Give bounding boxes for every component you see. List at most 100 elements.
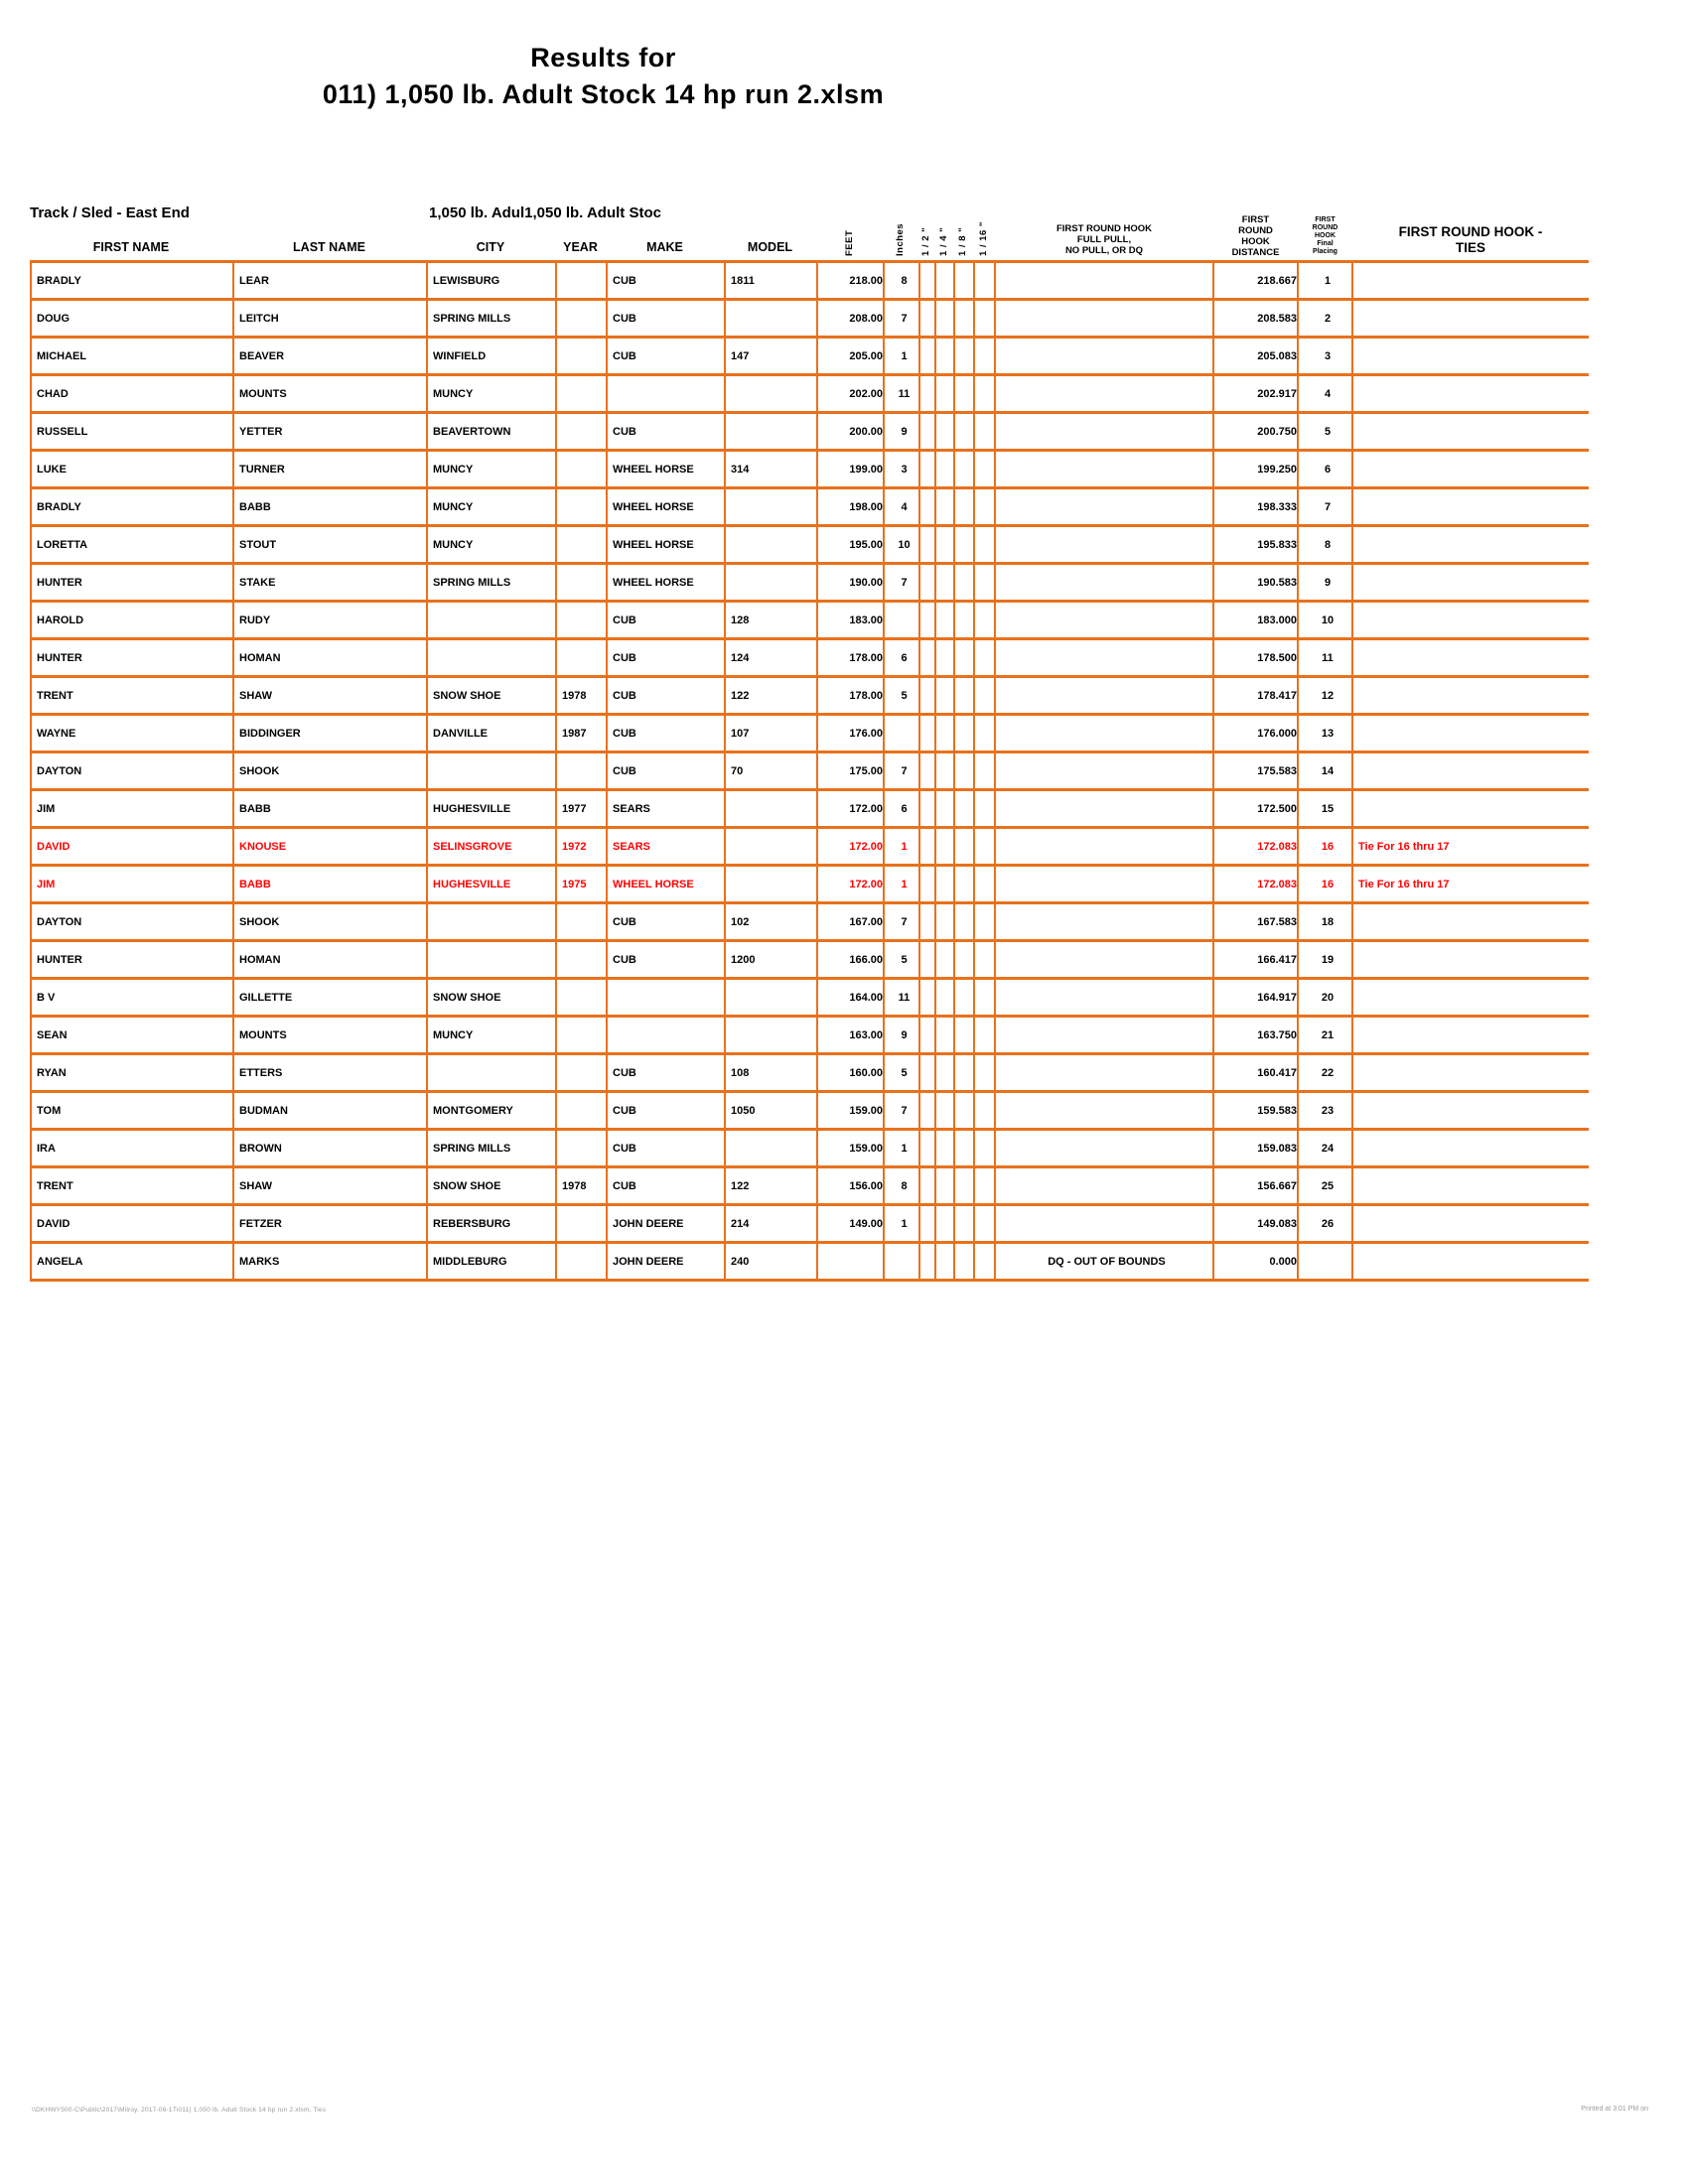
cell-year — [555, 901, 608, 942]
cell-eighth — [953, 864, 975, 904]
cell-sixteenth — [973, 826, 996, 867]
cell-inches — [883, 1241, 920, 1282]
cell-quarter — [934, 449, 955, 489]
header-make: MAKE — [646, 240, 683, 254]
cell-first-name: LORETTA — [30, 524, 234, 565]
cell-feet: 202.00 — [816, 373, 885, 414]
cell-year — [555, 562, 608, 603]
cell-first-name: LUKE — [30, 449, 234, 489]
cell-ties — [1351, 298, 1589, 339]
cell-feet: 183.00 — [816, 600, 885, 640]
header-quarter: 1 / 4 " — [938, 226, 949, 256]
cell-model: 128 — [724, 600, 818, 640]
cell-city — [426, 751, 557, 791]
cell-last-name: SHOOK — [232, 751, 428, 791]
cell-half — [918, 524, 936, 565]
cell-last-name: MARKS — [232, 1241, 428, 1282]
page-title: Results for — [530, 43, 676, 72]
cell-ties — [1351, 751, 1589, 791]
cell-make — [606, 373, 726, 414]
cell-first-name: DAYTON — [30, 751, 234, 791]
cell-eighth — [953, 600, 975, 640]
cell-eighth — [953, 751, 975, 791]
cell-last-name: FETZER — [232, 1203, 428, 1244]
cell-make: CUB — [606, 901, 726, 942]
cell-model: 107 — [724, 713, 818, 753]
cell-make: CUB — [606, 260, 726, 301]
cell-sixteenth — [973, 1090, 996, 1131]
cell-half — [918, 411, 936, 452]
cell-inches: 6 — [883, 788, 920, 829]
cell-full-pull — [994, 524, 1214, 565]
cell-placing: 7 — [1297, 486, 1353, 527]
cell-placing: 21 — [1297, 1015, 1353, 1055]
cell-feet: 167.00 — [816, 901, 885, 942]
cell-city: SNOW SHOE — [426, 675, 557, 716]
cell-quarter — [934, 1203, 955, 1244]
cell-half — [918, 373, 936, 414]
cell-inches: 11 — [883, 977, 920, 1018]
cell-distance: 159.583 — [1212, 1090, 1299, 1131]
cell-inches: 8 — [883, 1165, 920, 1206]
cell-year — [555, 977, 608, 1018]
cell-half — [918, 1128, 936, 1168]
cell-last-name: YETTER — [232, 411, 428, 452]
cell-full-pull — [994, 562, 1214, 603]
cell-distance: 160.417 — [1212, 1052, 1299, 1093]
cell-first-name: JIM — [30, 864, 234, 904]
cell-sixteenth — [973, 298, 996, 339]
cell-city: SNOW SHOE — [426, 1165, 557, 1206]
cell-model — [724, 977, 818, 1018]
cell-make: WHEEL HORSE — [606, 486, 726, 527]
cell-quarter — [934, 788, 955, 829]
cell-first-name: DOUG — [30, 298, 234, 339]
cell-model — [724, 1128, 818, 1168]
table-row: JIM BABB HUGHESVILLE 1977 SEARS 172.00 6… — [30, 788, 1589, 829]
cell-full-pull — [994, 751, 1214, 791]
table-row: TRENT SHAW SNOW SHOE 1978 CUB 122 178.00… — [30, 675, 1589, 716]
cell-year — [555, 336, 608, 376]
header-sixteenth: 1 / 16 " — [978, 221, 989, 256]
cell-half — [918, 788, 936, 829]
cell-year — [555, 260, 608, 301]
cell-model — [724, 864, 818, 904]
cell-half — [918, 637, 936, 678]
cell-make: WHEEL HORSE — [606, 562, 726, 603]
cell-quarter — [934, 864, 955, 904]
cell-make: WHEEL HORSE — [606, 449, 726, 489]
cell-make: CUB — [606, 751, 726, 791]
header-inches: Inches — [895, 222, 906, 256]
cell-city — [426, 1052, 557, 1093]
cell-year — [555, 411, 608, 452]
cell-make: CUB — [606, 298, 726, 339]
cell-quarter — [934, 1052, 955, 1093]
cell-year — [555, 373, 608, 414]
cell-eighth — [953, 486, 975, 527]
table-row: WAYNE BIDDINGER DANVILLE 1987 CUB 107 17… — [30, 713, 1589, 753]
cell-sixteenth — [973, 373, 996, 414]
cell-feet: 195.00 — [816, 524, 885, 565]
table-row: DOUG LEITCH SPRING MILLS CUB 208.00 7 20… — [30, 298, 1589, 339]
cell-placing: 2 — [1297, 298, 1353, 339]
cell-city: MONTGOMERY — [426, 1090, 557, 1131]
cell-sixteenth — [973, 486, 996, 527]
cell-feet: 208.00 — [816, 298, 885, 339]
cell-eighth — [953, 298, 975, 339]
cell-city: HUGHESVILLE — [426, 864, 557, 904]
cell-ties — [1351, 1241, 1589, 1282]
cell-distance: 163.750 — [1212, 1015, 1299, 1055]
cell-feet: 159.00 — [816, 1090, 885, 1131]
table-row: RUSSELL YETTER BEAVERTOWN CUB 200.00 9 2… — [30, 411, 1589, 452]
cell-placing: 22 — [1297, 1052, 1353, 1093]
cell-ties — [1351, 449, 1589, 489]
cell-ties — [1351, 637, 1589, 678]
cell-sixteenth — [973, 939, 996, 980]
cell-model: 122 — [724, 1165, 818, 1206]
cell-last-name: SHAW — [232, 1165, 428, 1206]
cell-model — [724, 788, 818, 829]
cell-model: 124 — [724, 637, 818, 678]
cell-model: 108 — [724, 1052, 818, 1093]
cell-distance: 199.250 — [1212, 449, 1299, 489]
cell-last-name: STAKE — [232, 562, 428, 603]
cell-city: MIDDLEBURG — [426, 1241, 557, 1282]
